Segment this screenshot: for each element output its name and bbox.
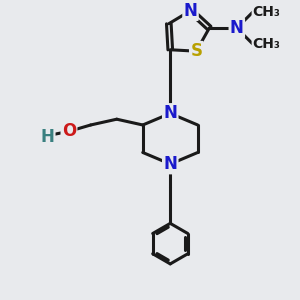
Text: CH₃: CH₃ <box>253 5 280 19</box>
Text: H: H <box>40 128 54 146</box>
Text: S: S <box>190 42 202 60</box>
Text: N: N <box>184 2 197 20</box>
Text: N: N <box>163 104 177 122</box>
Text: N: N <box>163 155 177 173</box>
Text: O: O <box>62 122 76 140</box>
Text: N: N <box>230 19 244 37</box>
Text: CH₃: CH₃ <box>253 37 280 51</box>
